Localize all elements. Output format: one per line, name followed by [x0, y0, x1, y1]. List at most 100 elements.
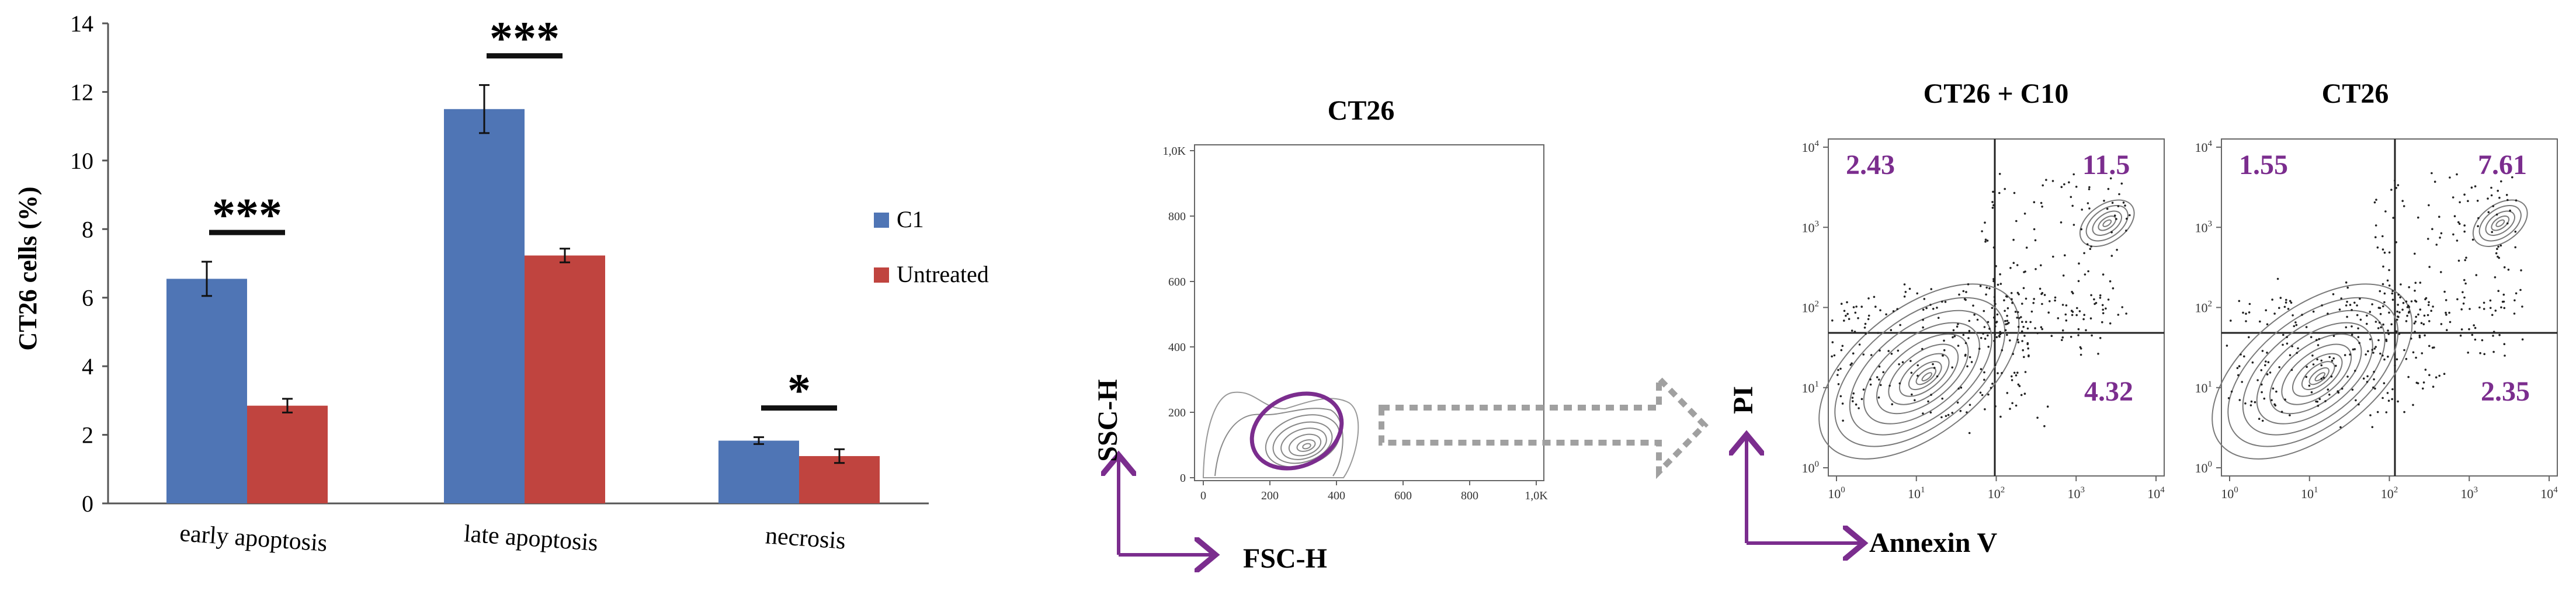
ct26-event — [2497, 290, 2500, 293]
ct26-event — [2353, 301, 2356, 304]
c10-event — [1916, 292, 1918, 295]
ct26-event — [2459, 201, 2461, 204]
c10-event — [2062, 274, 2065, 277]
ct26-event — [2358, 403, 2360, 406]
c10-event — [1941, 397, 1943, 400]
c10-event — [2033, 201, 2036, 204]
c10-contour — [1849, 310, 1992, 436]
ct26-event — [2440, 232, 2443, 235]
c10-contour — [1834, 297, 2006, 447]
ct26-event — [2380, 326, 2382, 329]
c10-event — [1953, 335, 1956, 338]
ssc-axis-title: SSC-H — [1092, 379, 1123, 461]
ct26-event — [2324, 400, 2327, 402]
ct26-event — [2470, 186, 2473, 189]
ct26-event — [2271, 298, 2273, 301]
c10-event — [1870, 354, 1873, 356]
ct26-event — [2471, 333, 2474, 336]
ct26-x-tick-label: 104 — [2540, 485, 2558, 501]
c10-event — [1995, 336, 1998, 339]
c10-event — [2072, 292, 2074, 295]
c10-event — [1992, 278, 1995, 280]
ct26-events — [2226, 172, 2524, 429]
significance-stars: * — [787, 366, 811, 417]
c10-event — [2089, 248, 2092, 251]
c10-event — [2009, 267, 2012, 269]
c10-event — [2079, 347, 2082, 350]
ct26-event — [2320, 359, 2322, 362]
ct26-event — [2310, 336, 2313, 338]
ct26-event — [2327, 388, 2329, 391]
ct26-event — [2355, 399, 2357, 402]
ct26-event — [2374, 387, 2376, 390]
c10-tick-labels: 100 100 101 101 102 102 103 103 104 104 — [1802, 139, 2165, 501]
ct26-event — [2426, 314, 2429, 317]
ct26-event — [2496, 248, 2498, 251]
c10-event — [1922, 318, 1924, 321]
ct26-event — [2340, 297, 2342, 300]
c10-event — [1855, 305, 1858, 308]
ct26-event — [2428, 301, 2430, 304]
c10-event — [2089, 317, 2092, 319]
c10-event — [1833, 354, 1836, 357]
ct26-event — [2413, 322, 2416, 325]
ct26-event — [2435, 376, 2438, 378]
c10-event — [1858, 407, 1860, 409]
ct26-event — [2372, 386, 2374, 389]
c10-event — [2030, 310, 2033, 313]
c10-event — [1956, 401, 1959, 404]
c10-lower-right-value: 4.32 — [2084, 376, 2133, 407]
c10-event — [1983, 310, 1985, 312]
ct26-event — [2415, 315, 2418, 318]
c10-event — [2088, 188, 2091, 190]
ct26-event — [2391, 298, 2394, 301]
bar-untreated-0 — [247, 405, 328, 503]
c10-event — [1911, 393, 1913, 396]
c10-event — [2087, 202, 2089, 204]
ct26-contour-upper — [2491, 215, 2510, 231]
ct26-event — [2236, 367, 2239, 369]
ct26-event — [2379, 290, 2381, 293]
ct26-event — [2492, 335, 2494, 337]
c10-event — [2077, 334, 2079, 336]
c10-event — [2023, 213, 2026, 215]
ct26-event — [2346, 376, 2349, 378]
c10-event — [2047, 311, 2050, 314]
ct26-event — [2396, 358, 2398, 361]
bar-chart-panel: 0 2 4 6 8 10 12 14 CT26 cells (%) early apoptos… — [13, 11, 989, 557]
ct26-event — [2248, 336, 2250, 339]
ct26-event — [2415, 381, 2418, 384]
c10-event — [2027, 347, 2029, 350]
c10-event — [2077, 280, 2080, 283]
ct26-event — [2465, 256, 2467, 259]
c10-event — [2072, 224, 2075, 226]
y-tick-label: 12 — [70, 79, 93, 105]
c10-event — [1945, 415, 1947, 418]
c10-event — [1929, 304, 1932, 306]
c10-event — [1869, 383, 1872, 386]
c10-event — [1846, 312, 1849, 315]
ct26-event — [2469, 308, 2471, 310]
significance-markers: ******* — [209, 13, 837, 417]
c10-event — [2078, 262, 2080, 265]
c10-event — [2022, 287, 2025, 290]
ct26-event — [2403, 349, 2405, 352]
ct26-event — [2440, 323, 2443, 325]
c10-event — [1997, 372, 1999, 374]
ct26-event — [2392, 217, 2394, 219]
c10-event — [1922, 308, 1925, 311]
c10-event — [1831, 341, 1834, 343]
ct26-event — [2289, 414, 2291, 416]
ct26-event — [2418, 334, 2421, 337]
fsc-plot-frame — [1194, 144, 1544, 481]
c10-event — [2129, 214, 2131, 217]
ct26-event — [2422, 381, 2425, 384]
c10-event — [1991, 307, 1994, 310]
c10-event — [2101, 304, 2104, 307]
ct26-event — [2460, 308, 2463, 311]
c10-event — [1998, 192, 2001, 194]
ct26-contour — [2301, 361, 2335, 391]
c10-event — [2004, 187, 2006, 190]
c10-y-tick-label: 102 — [1802, 300, 1820, 315]
c10-event — [2025, 246, 2028, 249]
